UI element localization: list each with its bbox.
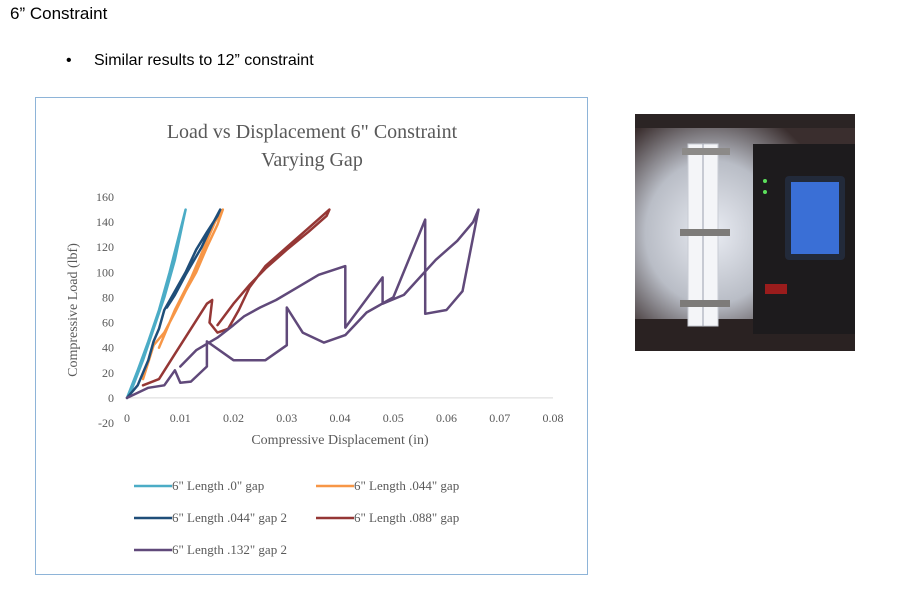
legend-label-4: 6" Length .088" gap: [354, 510, 459, 525]
y-tick-label: 80: [102, 290, 114, 304]
y-tick-label: 0: [108, 391, 114, 405]
series-line-1: [125, 208, 187, 400]
legend-label-2: 6" Length .044" gap: [354, 478, 459, 493]
chart: Load vs Displacement 6" Constraint Varyin…: [66, 121, 564, 557]
y-tick-label: 160: [96, 190, 114, 204]
series-line-2: [141, 208, 225, 381]
test-rig-photo: [635, 114, 855, 351]
x-tick-label: 0.04: [330, 411, 351, 425]
y-tick-label: 20: [102, 366, 114, 380]
x-tick-label: 0.05: [383, 411, 404, 425]
chart-frame: Load vs Displacement 6" Constraint Varyin…: [35, 97, 588, 575]
x-tick-label: 0.06: [436, 411, 457, 425]
legend-label-1: 6" Length .0" gap: [172, 478, 264, 493]
x-tick-label: 0.03: [276, 411, 297, 425]
y-tick-label: 60: [102, 316, 114, 330]
y-tick-label: 120: [96, 240, 114, 254]
y-axis-label: Compressive Load (lbf): [66, 243, 81, 377]
x-axis-label: Compressive Displacement (in): [251, 433, 429, 448]
x-tick-label: 0: [124, 411, 130, 425]
x-tick-label: 0.08: [543, 411, 564, 425]
y-tick-label: -20: [98, 416, 114, 430]
x-tick-label: 0.07: [489, 411, 510, 425]
bullet-dot-icon: •: [66, 52, 72, 69]
y-tick-label: 100: [96, 265, 114, 279]
y-tick-label: 40: [102, 341, 114, 355]
bullet-item: • Similar results to 12” constraint: [66, 52, 314, 70]
series-line-5: [125, 208, 480, 400]
x-tick-label: 0.01: [170, 411, 191, 425]
chart-title-line: Load vs Displacement 6" Constraint: [167, 121, 458, 143]
legend-label-3: 6" Length .044" gap 2: [172, 510, 287, 525]
bullet-text: Similar results to 12” constraint: [94, 52, 314, 69]
y-tick-label: 140: [96, 215, 114, 229]
x-tick-label: 0.02: [223, 411, 244, 425]
legend-label-5: 6" Length .132" gap 2: [172, 542, 287, 557]
series-line-3: [125, 208, 222, 400]
chart-title-line: Varying Gap: [261, 149, 363, 171]
slide-heading: 6” Constraint: [10, 4, 108, 23]
series-line-4: [141, 208, 331, 387]
